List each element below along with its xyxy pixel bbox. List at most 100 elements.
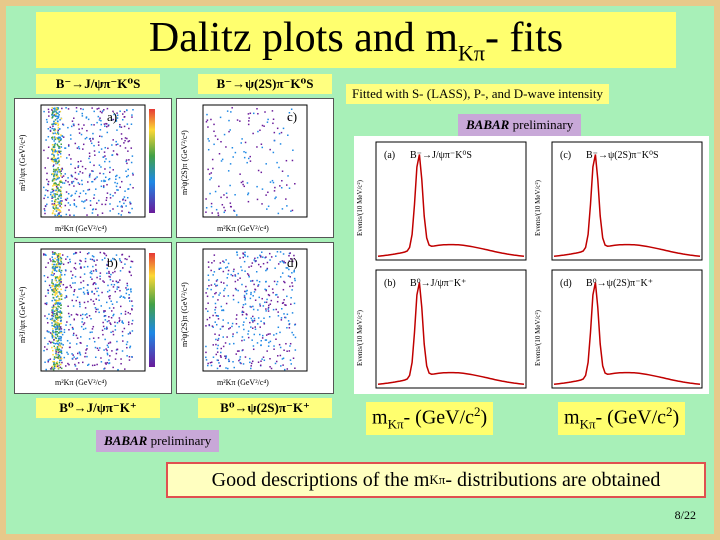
dalitz-point: [275, 255, 277, 257]
dalitz-point: [294, 183, 296, 185]
dalitz-point: [219, 328, 222, 330]
dalitz-point: [57, 157, 60, 159]
dalitz-point: [94, 307, 97, 309]
dalitz-point: [85, 349, 87, 351]
dalitz-point: [46, 121, 48, 123]
dalitz-point: [54, 169, 57, 171]
dalitz-point: [120, 362, 122, 365]
dalitz-point: [59, 153, 62, 155]
dalitz-point: [88, 252, 90, 254]
dalitz-point: [114, 290, 117, 293]
dalitz-point: [50, 158, 53, 161]
dalitz-point: [52, 285, 54, 288]
dalitz-point: [58, 139, 61, 141]
dalitz-point: [116, 189, 118, 191]
dalitz-point: [55, 205, 58, 207]
dalitz-point: [121, 334, 124, 337]
dalitz-point: [274, 197, 276, 200]
dalitz-point: [56, 318, 58, 320]
dalitz-point: [206, 113, 208, 116]
dalitz-point: [51, 368, 53, 370]
dalitz-point: [90, 270, 93, 273]
dalitz-point: [92, 265, 94, 268]
dalitz-point: [59, 302, 62, 304]
dalitz-point: [55, 283, 57, 286]
dalitz-point: [49, 193, 52, 196]
dalitz-point: [127, 174, 129, 177]
dalitz-point: [57, 350, 59, 353]
dalitz-point: [106, 272, 108, 275]
dalitz-point: [77, 362, 80, 364]
dalitz-point: [277, 311, 279, 313]
dalitz-point: [100, 123, 102, 126]
dalitz-point: [57, 302, 59, 305]
dalitz-point: [252, 112, 255, 115]
dalitz-point: [284, 281, 286, 284]
dalitz-point: [57, 207, 59, 209]
dalitz-point: [227, 273, 229, 275]
dalitz-point: [53, 140, 55, 142]
dalitz-point: [94, 346, 97, 349]
dalitz-point: [257, 284, 260, 286]
dalitz-point: [57, 327, 60, 329]
dalitz-point: [245, 151, 247, 154]
dalitz-point: [59, 205, 61, 207]
dalitz-point: [69, 342, 71, 344]
dalitz-point: [97, 337, 100, 339]
dalitz-point: [269, 340, 272, 343]
dalitz-point: [57, 127, 60, 129]
dalitz-point: [45, 118, 48, 121]
dalitz-point: [284, 316, 287, 319]
dalitz-point: [71, 175, 74, 178]
dalitz-point: [51, 158, 54, 160]
dalitz-point: [250, 293, 252, 296]
dalitz-point: [130, 161, 133, 164]
dalitz-point: [57, 144, 59, 147]
dalitz-point: [218, 185, 220, 188]
dalitz-point: [112, 286, 115, 288]
dalitz-point: [88, 174, 91, 177]
dalitz-point: [256, 342, 259, 344]
dalitz-point: [268, 304, 270, 307]
dalitz-point: [56, 363, 59, 365]
dalitz-point: [237, 279, 239, 281]
dalitz-point: [208, 324, 210, 326]
dalitz-point: [53, 335, 55, 338]
dalitz-point: [55, 318, 58, 321]
dalitz-point: [72, 354, 74, 356]
dalitz-point: [280, 319, 283, 321]
dalitz-point: [51, 148, 53, 151]
dalitz-point: [241, 283, 243, 286]
dalitz-point: [56, 328, 59, 330]
dalitz-point: [57, 171, 60, 173]
dalitz-point: [224, 357, 227, 360]
dalitz-point: [82, 148, 84, 150]
dalitz-point: [70, 163, 72, 166]
dalitz-point: [104, 327, 106, 330]
dalitz-point: [53, 123, 56, 125]
dalitz-point: [92, 132, 94, 135]
dalitz-point: [69, 134, 72, 136]
dalitz-point: [231, 322, 234, 325]
dalitz-point: [74, 142, 77, 145]
dalitz-point: [288, 327, 291, 329]
dalitz-point: [109, 166, 111, 169]
dalitz-point: [122, 267, 124, 269]
dalitz-point: [80, 160, 82, 162]
dalitz-point: [59, 190, 62, 193]
dalitz-point: [289, 345, 291, 347]
dalitz-point: [276, 127, 279, 130]
dalitz-point: [79, 303, 81, 305]
panel-letter-c: c): [287, 109, 297, 124]
dalitz-point: [274, 267, 276, 269]
dalitz-point: [259, 303, 261, 305]
dalitz-point: [52, 194, 54, 196]
dalitz-point: [206, 295, 209, 298]
dalitz-point: [118, 317, 121, 319]
dalitz-point: [58, 263, 60, 266]
dalitz-point: [120, 133, 123, 135]
dalitz-point: [122, 198, 125, 200]
dalitz-point: [210, 177, 213, 179]
dalitz-point: [121, 350, 124, 352]
dalitz-point: [53, 260, 55, 263]
